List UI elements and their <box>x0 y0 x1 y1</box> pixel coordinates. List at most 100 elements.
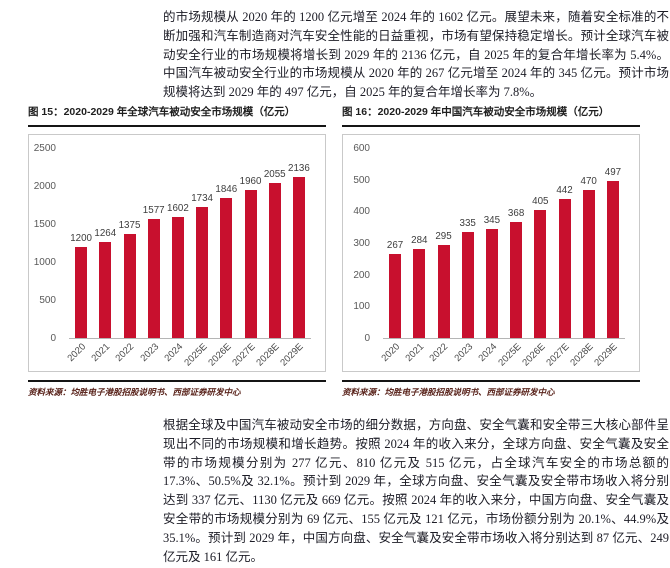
bar <box>582 189 595 338</box>
x-axis-label: 2029E <box>278 341 307 369</box>
bar-value-label: 1264 <box>94 228 117 240</box>
y-axis-tick: 400 <box>353 206 370 218</box>
bar-chart-global: 0 500 1000 1500 2000 2500 1200 2020 1264 2021 137… <box>28 134 326 372</box>
figure-title: 图 15：2020-2029 年全球汽车被动安全市场规模（亿元） <box>28 106 326 127</box>
bar <box>244 189 257 338</box>
x-axis-label: 2026E <box>206 341 234 369</box>
bar <box>534 210 547 338</box>
bar <box>389 253 402 338</box>
bar <box>99 242 112 338</box>
bar-value-label: 368 <box>507 208 525 220</box>
x-axis-label: 2025E <box>495 341 524 369</box>
y-axis-tick: 1000 <box>33 257 56 268</box>
bar <box>196 206 209 338</box>
x-axis-label: 2022 <box>427 341 451 365</box>
bar <box>171 216 184 338</box>
bar-slot: 1846 2026E <box>206 149 238 369</box>
bar-value-label: 1846 <box>215 184 238 196</box>
bar-value-label: 2136 <box>288 162 310 174</box>
bar <box>123 234 136 338</box>
bar <box>461 232 474 338</box>
x-axis-label: 2028E <box>568 341 596 369</box>
x-axis-label: 2026E <box>520 341 548 369</box>
bar-slot: 1734 2025E <box>182 149 214 368</box>
y-axis-tick: 500 <box>39 295 56 306</box>
bar-value-label: 284 <box>411 234 428 246</box>
bar-value-label: 442 <box>556 184 573 196</box>
plot-area: 267 2020 284 2021 295 2022 335 2023 345 2024 368 20… <box>379 149 625 369</box>
figure-title: 图 16：2020-2029 年中国汽车被动安全市场规模（亿元） <box>342 106 640 127</box>
bar-slot: 470 2028E <box>569 149 601 368</box>
bar-slot: 295 2022 <box>428 149 455 364</box>
figures-row: 图 15：2020-2029 年全球汽车被动安全市场规模（亿元） 0 500 100… <box>28 106 640 398</box>
bar-slot: 368 2025E <box>496 149 528 369</box>
bar-value-label: 345 <box>483 215 501 227</box>
x-axis-label: 2025E <box>181 341 210 369</box>
bar <box>147 218 160 338</box>
bar <box>606 181 619 338</box>
bar-value-label: 497 <box>604 167 622 179</box>
x-axis-label: 2022 <box>113 341 137 365</box>
y-axis-tick: 2500 <box>33 143 56 154</box>
figure-source: 资料来源：均胜电子港股招股说明书、西部证券研发中心 <box>342 380 640 398</box>
figure-16: 图 16：2020-2029 年中国汽车被动安全市场规模（亿元） 0 100 200… <box>342 106 640 398</box>
bar-value-label: 295 <box>435 231 452 243</box>
bar <box>558 198 571 338</box>
bar-chart-china: 0 100 200 300 400 500 600 267 2020 284 2021 295 202… <box>342 134 640 372</box>
x-axis-label: 2028E <box>254 341 282 369</box>
bar <box>510 222 523 338</box>
bar-slot: 497 2029E <box>593 149 625 369</box>
plot-area: 1200 2020 1264 2021 1375 2022 1577 2023 1602 2024… <box>65 149 311 369</box>
bar <box>413 248 426 338</box>
bar-value-label: 1734 <box>191 192 214 204</box>
bar-slot: 335 2023 <box>452 149 480 364</box>
bar-slot: 1375 2022 <box>114 149 141 364</box>
bar-value-label: 267 <box>386 239 404 251</box>
bar <box>292 176 305 338</box>
y-axis-tick: 0 <box>364 333 370 344</box>
bar-value-label: 1960 <box>239 175 262 187</box>
bar-value-label: 1577 <box>142 204 165 216</box>
bar-slot: 1577 2023 <box>138 149 166 364</box>
bar <box>268 182 281 338</box>
bar <box>437 245 450 338</box>
bar-value-label: 470 <box>580 175 597 187</box>
bar-slot: 405 2026E <box>520 149 552 369</box>
x-axis-label: 2020 <box>379 341 403 365</box>
x-axis-label: 2027E <box>544 341 572 369</box>
y-axis-tick: 200 <box>353 269 370 281</box>
body-paragraph-bottom: 根据全球及中国汽车被动安全市场的细分数据，方向盘、安全气囊和安全带三大核心部件呈… <box>163 418 669 564</box>
x-axis-label: 2023 <box>138 341 161 365</box>
x-axis-label: 2027E <box>230 341 258 369</box>
bar-value-label: 1200 <box>70 233 92 245</box>
y-axis-tick: 300 <box>353 238 370 249</box>
x-axis-label: 2021 <box>403 341 427 365</box>
bar-slot: 442 2027E <box>544 149 576 368</box>
bar-value-label: 405 <box>532 196 549 208</box>
y-axis: 0 100 200 300 400 500 600 <box>343 144 379 344</box>
x-axis-label: 2020 <box>65 341 89 365</box>
y-axis-tick: 600 <box>353 143 370 154</box>
bar <box>220 198 233 338</box>
bar <box>75 247 88 338</box>
bar-slot: 1602 2024 <box>162 149 190 364</box>
bar <box>485 229 498 338</box>
bar-value-label: 335 <box>459 218 476 230</box>
bar-slot: 1264 2021 <box>90 149 117 364</box>
bar-value-label: 1602 <box>167 202 189 214</box>
body-paragraph-top: 的市场规模从 2020 年的 1200 亿元增至 2024 年的 1602 亿元… <box>163 10 669 100</box>
y-axis-tick: 100 <box>353 301 370 313</box>
x-axis-label: 2021 <box>89 341 113 365</box>
bar-slot: 1960 2027E <box>230 149 262 368</box>
figure-source: 资料来源：均胜电子港股招股说明书、西部证券研发中心 <box>28 380 326 398</box>
y-axis-tick: 0 <box>50 333 56 344</box>
y-axis-tick: 2000 <box>33 181 56 192</box>
x-axis-label: 2023 <box>452 341 475 365</box>
bar-slot: 2055 2028E <box>255 149 287 368</box>
figure-15: 图 15：2020-2029 年全球汽车被动安全市场规模（亿元） 0 500 100… <box>28 106 326 398</box>
bar-slot: 267 2020 <box>379 149 407 364</box>
bar-value-label: 1375 <box>118 220 141 232</box>
bar-slot: 2136 2029E <box>279 149 311 368</box>
bar-slot: 1200 2020 <box>65 149 93 364</box>
